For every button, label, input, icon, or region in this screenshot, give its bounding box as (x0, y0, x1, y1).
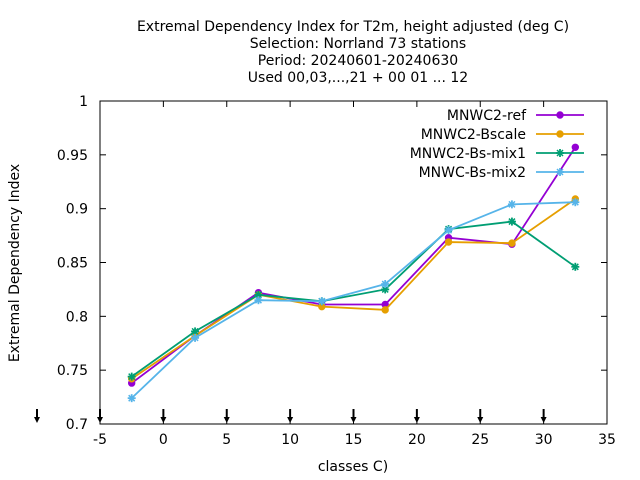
arrow-marker-head (287, 417, 294, 423)
legend-swatch-marker (556, 149, 564, 157)
data-point (127, 394, 136, 403)
arrow-marker-head (413, 417, 420, 423)
data-point (191, 327, 200, 336)
legend-swatch-marker (556, 111, 564, 119)
x-tick-label: 10 (281, 432, 299, 448)
legend-label: MNWC2-ref (447, 108, 527, 124)
arrow-marker-head (160, 417, 167, 423)
title-line-4: Used 00,03,...,21 + 00 01 ... 12 (248, 70, 468, 86)
legend-label: MNWC-Bs-mix2 (419, 165, 526, 181)
y-axis-label: Extremal Dependency Index (7, 164, 23, 362)
arrow-marker-head (97, 417, 103, 423)
x-tick-label: 25 (471, 432, 489, 448)
plot-frame (99, 100, 608, 425)
series-line (131, 198, 576, 380)
arrow-marker-head (477, 417, 484, 423)
series-4 (127, 198, 580, 403)
series-line (131, 220, 576, 378)
arrow-marker-head (34, 417, 40, 423)
legend-swatch-marker (556, 130, 564, 138)
data-point (254, 296, 263, 305)
arrow-marker-head (540, 417, 547, 423)
y-tick-label: 0.85 (57, 256, 88, 272)
y-tick-label: 0.7 (66, 417, 88, 433)
x-axis-label: classes C) (318, 459, 388, 475)
data-point (444, 238, 453, 246)
legend-swatch-marker (556, 168, 564, 176)
legend-label: MNWC2-Bs-mix1 (410, 146, 526, 162)
x-tick-label: 20 (408, 432, 426, 448)
chart-title: Extremal Dependency Index for T2m, heigh… (137, 19, 569, 86)
series-line (131, 146, 577, 384)
data-point (571, 262, 580, 271)
x-tick-label: 35 (598, 432, 616, 448)
y-tick-label: 0.75 (57, 363, 88, 379)
y-tick-label: 0.8 (66, 309, 88, 325)
title-line-2: Selection: Norrland 73 stations (250, 36, 466, 52)
data-point (317, 297, 326, 306)
y-tick-label: 0.9 (66, 202, 88, 218)
data-point (571, 198, 580, 207)
legend-label: MNWC2-Bscale (421, 127, 526, 143)
arrow-marker-head (223, 417, 230, 423)
x-tick-label: 15 (345, 432, 363, 448)
data-point (381, 280, 390, 289)
data-point (508, 239, 516, 247)
series-group (127, 143, 580, 403)
y-tick-label: 1 (79, 94, 88, 110)
series-2 (127, 195, 580, 383)
data-point (381, 306, 389, 314)
data-point (571, 143, 580, 151)
data-point (507, 217, 516, 226)
data-point (444, 226, 453, 235)
x-tick-label: 0 (159, 432, 168, 448)
plot-area: -5 0 5 10 15 20 25 30 35 0.7 0.75 0.8 0.85 0.9 0.95 1 (34, 94, 616, 448)
data-point (191, 333, 200, 342)
legend: MNWC2-ref MNWC2-Bscale MNWC2-Bs-mix1 MNWC-B… (410, 108, 584, 181)
title-line-1: Extremal Dependency Index for T2m, heigh… (137, 19, 569, 35)
title-line-3: Period: 20240601-20240630 (258, 53, 458, 69)
x-tick-label: -5 (93, 432, 107, 448)
x-tick-label: 30 (535, 432, 553, 448)
arrow-marker-head (350, 417, 357, 423)
data-point (507, 200, 516, 209)
y-tick-label: 0.95 (57, 148, 88, 164)
x-tick-label: 5 (222, 432, 231, 448)
data-point (127, 372, 136, 381)
series-line (131, 201, 576, 399)
